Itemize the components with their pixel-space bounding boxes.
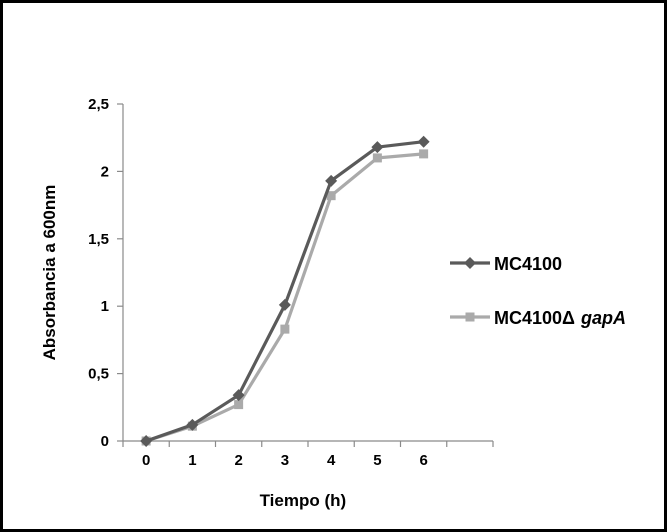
- data-point-diamond: [140, 435, 153, 447]
- x-tick-label: 1: [188, 452, 196, 469]
- y-tick-label: 0: [101, 433, 109, 450]
- data-point-diamond: [371, 141, 384, 154]
- legend-entry-mc4100-gapa: MC4100Δ gapA: [450, 308, 626, 328]
- data-point-square: [419, 149, 429, 159]
- x-tick-label: 2: [234, 452, 242, 469]
- legend-entry-mc4100: MC4100: [450, 254, 562, 274]
- data-point-diamond: [325, 174, 338, 187]
- y-tick-label: 1: [101, 298, 109, 315]
- y-axis-title: Absorbancia a 600nm: [40, 185, 59, 361]
- axes: 0 0,5 1 1,5 2 2,5 0 1 2 3 4 5 6: [88, 96, 494, 469]
- legend-marker-mc4100: [464, 257, 476, 269]
- x-tick-label: 0: [142, 452, 150, 469]
- legend-marker-mc4100-gapa: [465, 312, 475, 322]
- x-tick-label: 3: [281, 452, 289, 469]
- y-tick-label: 0,5: [88, 366, 109, 383]
- legend-label-mc4100-gapa-main: MC4100Δ: [494, 308, 575, 328]
- legend-label-mc4100: MC4100: [494, 254, 562, 274]
- y-tick-label: 2: [101, 163, 109, 180]
- y-tick-label: 1,5: [88, 231, 109, 248]
- x-tick-label: 4: [327, 452, 336, 469]
- legend-label-mc4100-gapa: MC4100Δ gapA: [494, 308, 626, 328]
- data-point-square: [326, 191, 336, 201]
- legend: MC4100 MC4100Δ gapA: [450, 254, 626, 328]
- x-tick-label: 5: [373, 452, 381, 469]
- legend-label-mc4100-gapa-suffix: gapA: [580, 308, 626, 328]
- data-point-square: [280, 324, 290, 334]
- data-point-square: [234, 400, 244, 410]
- data-point-diamond: [232, 389, 245, 402]
- y-tick-label: 2,5: [88, 96, 109, 113]
- data-point-diamond: [417, 135, 430, 148]
- series-layer: [140, 135, 430, 447]
- data-point-square: [372, 153, 382, 163]
- x-axis-title: Tiempo (h): [260, 491, 347, 510]
- data-point-diamond: [186, 418, 199, 431]
- data-point-diamond: [278, 298, 291, 311]
- x-tick-label: 6: [419, 452, 427, 469]
